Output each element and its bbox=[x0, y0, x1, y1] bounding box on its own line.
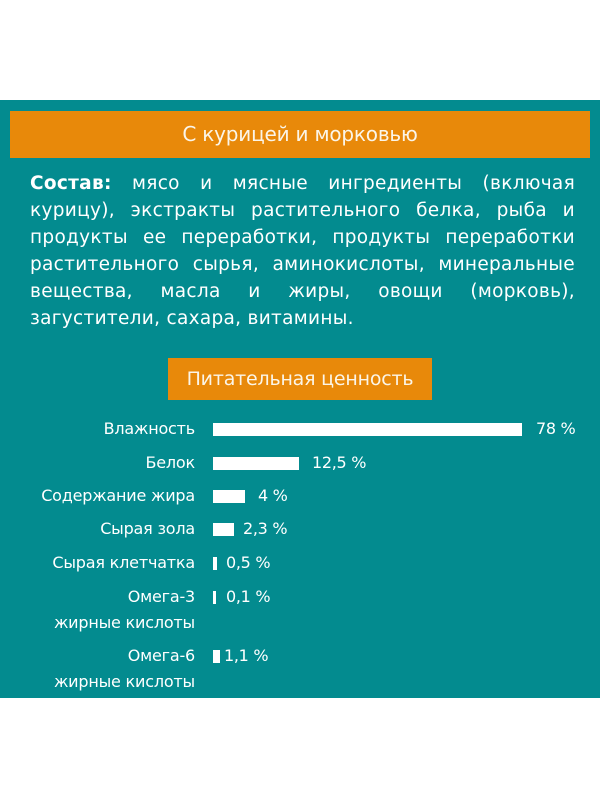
bar-moisture bbox=[213, 423, 522, 436]
row-label-line2: жирные кислоты bbox=[53, 672, 195, 691]
composition-text: Состав: мясо и мясные ингредиенты (включ… bbox=[30, 170, 575, 332]
value-label: 2,3 % bbox=[243, 519, 288, 538]
composition-label: Состав: bbox=[30, 173, 112, 194]
value-label: 4 % bbox=[258, 486, 288, 505]
bar-protein bbox=[213, 457, 299, 470]
row-label: Белок bbox=[145, 453, 195, 472]
row-label: Влажность bbox=[103, 419, 196, 438]
bar-ash bbox=[213, 523, 234, 536]
row-label: Содержание жира bbox=[41, 486, 195, 505]
product-title-banner: С курицей и морковью bbox=[10, 111, 590, 158]
value-label: 12,5 % bbox=[312, 453, 367, 472]
bar-omega3 bbox=[213, 591, 216, 604]
bar-omega6 bbox=[213, 650, 220, 663]
value-label: 78 % bbox=[536, 419, 576, 438]
nutrition-title-banner: Питательная ценность bbox=[168, 358, 432, 400]
row-label-line2: жирные кислоты bbox=[53, 613, 195, 632]
row-label: Омега-6 bbox=[127, 646, 195, 665]
product-info-panel: С курицей и морковью Состав: мясо и мясн… bbox=[0, 100, 600, 698]
row-label: Омега-3 bbox=[127, 587, 195, 606]
row-label: Сырая зола bbox=[100, 519, 195, 538]
row-label: Сырая клетчатка bbox=[52, 553, 195, 572]
value-label: 1,1 % bbox=[224, 646, 269, 665]
value-label: 0,5 % bbox=[226, 553, 271, 572]
bar-fat bbox=[213, 490, 245, 503]
composition-body: мясо и мясные ингредиенты (включая куриц… bbox=[30, 173, 576, 329]
value-label: 0,1 % bbox=[226, 587, 271, 606]
bar-fiber bbox=[213, 557, 217, 570]
